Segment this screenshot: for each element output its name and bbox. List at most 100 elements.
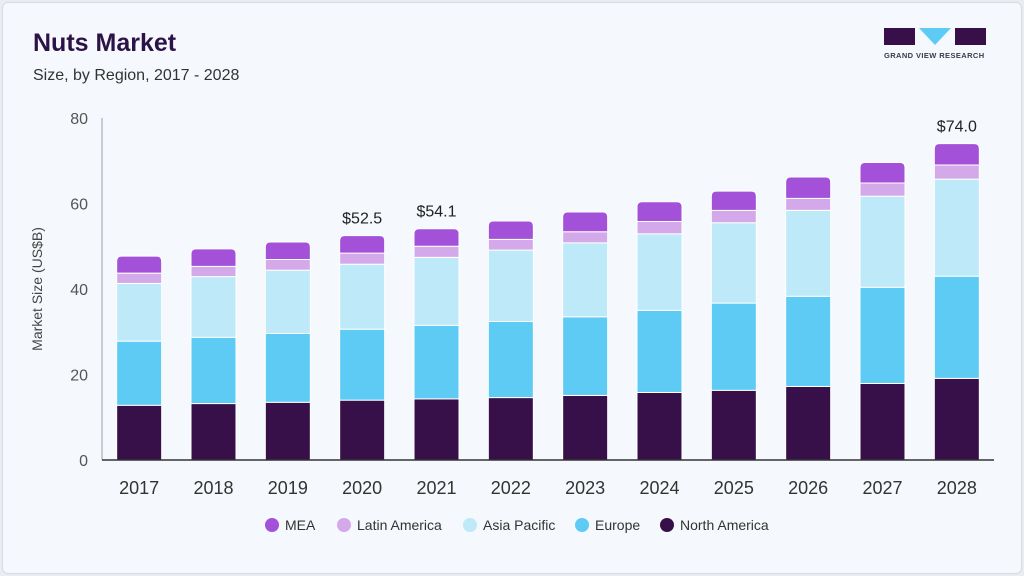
bar-segment xyxy=(339,263,386,330)
x-tick-label: 2025 xyxy=(714,478,754,498)
legend-label: Europe xyxy=(595,517,640,533)
bar-segment xyxy=(413,228,460,247)
logo-text: GRAND VIEW RESEARCH xyxy=(884,51,985,60)
data-label: $52.5 xyxy=(342,211,382,228)
bar-segment xyxy=(190,276,237,338)
chart-subtitle: Size, by Region, 2017 - 2028 xyxy=(33,67,240,84)
bar-segment xyxy=(116,340,163,406)
bar-segment xyxy=(785,209,832,297)
legend-label: MEA xyxy=(285,517,316,533)
bar-segment xyxy=(264,259,311,271)
x-tick-label: 2026 xyxy=(788,478,828,498)
bar-segment xyxy=(636,220,683,235)
legend-label: North America xyxy=(680,517,769,533)
bar-segment xyxy=(636,201,683,222)
x-tick-label: 2021 xyxy=(416,478,456,498)
bar-segment xyxy=(859,382,906,461)
bar-stack-2024 xyxy=(636,201,683,461)
x-tick-label: 2019 xyxy=(268,478,308,498)
bar-segment xyxy=(859,195,906,288)
legend-swatch xyxy=(575,518,589,532)
bar-segment xyxy=(636,391,683,461)
data-label: $74.0 xyxy=(937,119,977,136)
legend-label: Asia Pacific xyxy=(483,517,555,533)
legend-item-north-america: North America xyxy=(660,517,769,533)
bar-segment xyxy=(339,235,386,254)
bar-segment xyxy=(710,190,757,211)
x-tick-label: 2028 xyxy=(937,478,977,498)
legend-item-europe: Europe xyxy=(575,517,640,533)
bar-segment xyxy=(413,256,460,326)
bar-segment xyxy=(710,302,757,391)
bar-stack-2026 xyxy=(785,176,832,461)
bar-segment xyxy=(487,320,534,399)
bar-stack-2019 xyxy=(264,241,311,461)
bar-segment xyxy=(859,161,906,184)
bar-segment xyxy=(116,255,163,274)
legend-item-mea: MEA xyxy=(265,517,316,533)
data-label: $54.1 xyxy=(416,204,456,221)
y-tick-label: 40 xyxy=(70,282,88,299)
bar-stack-2021 xyxy=(413,228,460,461)
bar-segment xyxy=(487,249,534,322)
bar-segment xyxy=(190,336,237,405)
y-tick-label: 0 xyxy=(79,453,88,470)
bar-segment xyxy=(487,220,534,240)
x-tick-label: 2023 xyxy=(565,478,605,498)
bar-stack-2022 xyxy=(487,220,534,461)
legend-swatch xyxy=(265,518,279,532)
x-tick-label: 2017 xyxy=(119,478,159,498)
bar-segment xyxy=(190,248,237,267)
bar-segment xyxy=(487,238,534,251)
bar-stack-2023 xyxy=(562,211,609,461)
bar-segment xyxy=(785,385,832,461)
x-tick-label: 2018 xyxy=(193,478,233,498)
bar-segment xyxy=(562,316,609,396)
x-tick-label: 2022 xyxy=(491,478,531,498)
x-tick-label: 2024 xyxy=(639,478,679,498)
bar-segment xyxy=(264,269,311,334)
bar-segment xyxy=(636,309,683,393)
page-title: Nuts Market xyxy=(33,29,177,57)
bar-segment xyxy=(413,245,460,258)
x-tick-label: 2027 xyxy=(862,478,902,498)
bar-segment xyxy=(710,389,757,461)
bar-segment xyxy=(339,328,386,401)
grand-view-research-logo xyxy=(884,28,986,45)
legend-swatch xyxy=(463,518,477,532)
bar-segment xyxy=(785,295,832,387)
bar-segment xyxy=(933,377,980,461)
bar-segment xyxy=(562,211,609,233)
bar-segment xyxy=(487,397,534,461)
bar-segment xyxy=(933,178,980,277)
y-axis-label: Market Size (US$B) xyxy=(29,227,45,351)
bar-segment xyxy=(859,182,906,197)
bar-stack-2027 xyxy=(859,161,906,461)
legend-swatch xyxy=(337,518,351,532)
bar-segment xyxy=(859,286,906,384)
bar-segment xyxy=(190,265,237,278)
bar-segment xyxy=(785,197,832,211)
bar-segment xyxy=(562,242,609,318)
y-tick-label: 60 xyxy=(70,197,88,214)
bar-segment xyxy=(116,404,163,461)
bar-segment xyxy=(339,252,386,265)
bar-segment xyxy=(116,282,163,342)
bar-segment xyxy=(933,143,980,166)
bar-stack-2028 xyxy=(933,143,980,461)
y-tick-label: 20 xyxy=(70,368,88,385)
legend-item-asia-pacific: Asia Pacific xyxy=(463,517,555,533)
bar-segment xyxy=(190,403,237,461)
bar-segment xyxy=(785,176,832,199)
bar-segment xyxy=(933,275,980,379)
bar-stack-2025 xyxy=(710,190,757,461)
bar-segment xyxy=(264,332,311,403)
bar-segment xyxy=(562,394,609,461)
legend-swatch xyxy=(660,518,674,532)
bar-segment xyxy=(710,222,757,304)
y-tick-label: 80 xyxy=(70,111,88,128)
bar-segment xyxy=(264,401,311,461)
bar-segment xyxy=(710,209,757,224)
legend-label: Latin America xyxy=(357,517,442,533)
